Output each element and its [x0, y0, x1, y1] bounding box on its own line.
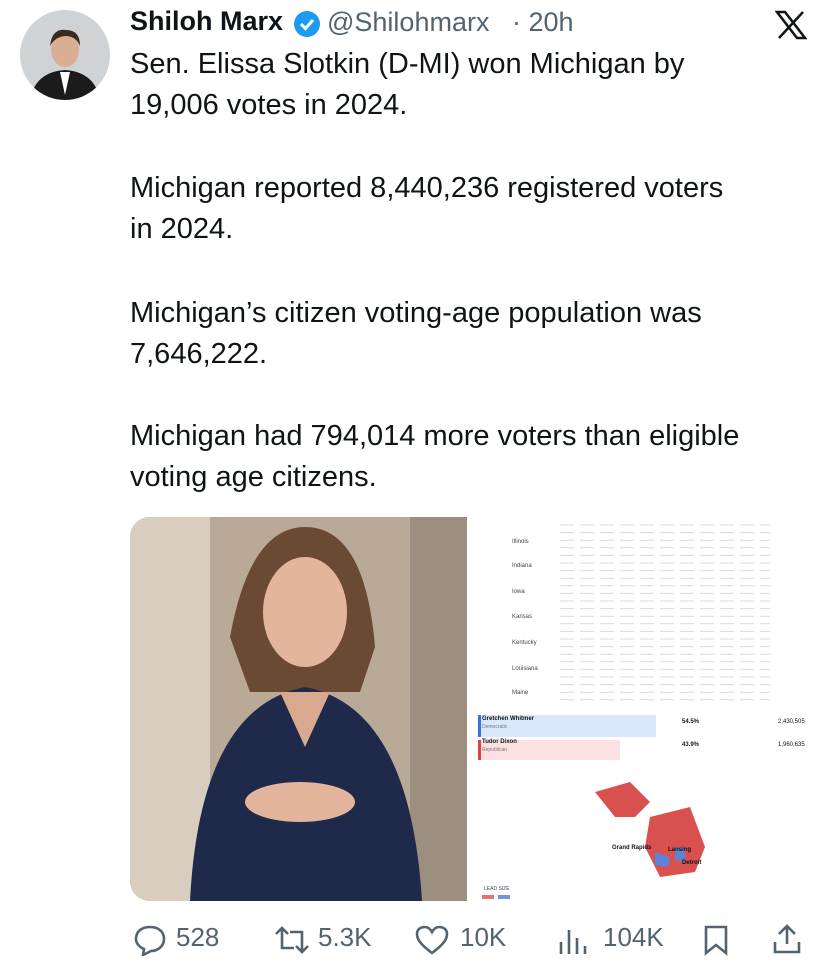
share-icon[interactable]: [771, 922, 803, 956]
state-label: Maine: [512, 690, 529, 696]
repost-count: 5.3K: [318, 922, 372, 952]
state-label: Louisiana: [512, 666, 538, 672]
city-label: Detroit: [682, 860, 702, 866]
candidate-party: Democratic: [482, 724, 508, 730]
repost-icon[interactable]: [272, 924, 312, 956]
text-line: Sen. Elissa Slotkin (D-MI) won Michigan …: [130, 48, 685, 80]
candidate-party: Republican: [482, 747, 508, 753]
views-icon[interactable]: [556, 924, 590, 956]
reply-icon[interactable]: [133, 924, 167, 956]
text-line: voting age citizens.: [130, 461, 377, 493]
text-line: in 2024.: [130, 213, 234, 245]
handle[interactable]: @Shilohmarx: [327, 7, 490, 37]
photo: [130, 517, 467, 901]
timestamp[interactable]: · 20h: [512, 7, 574, 37]
verified-badge: [294, 11, 320, 37]
media[interactable]: [130, 517, 810, 901]
candidate-votes: 1,960,635: [778, 742, 805, 748]
state-label: Indiana: [512, 563, 532, 569]
state-label: Illinois: [512, 539, 529, 545]
candidate-percent: 54.5%: [682, 719, 700, 725]
text-line: 19,006 votes in 2024.: [130, 89, 408, 121]
city-label: Lansing: [668, 847, 692, 853]
text-line: Michigan’s citizen voting-age population…: [130, 297, 702, 329]
text-line: Michigan reported 8,440,236 registered v…: [130, 172, 724, 204]
candidate-name: Tudor Dixon: [482, 739, 517, 745]
avatar[interactable]: [20, 10, 110, 100]
x-logo: [775, 10, 807, 40]
candidate-percent: 43.9%: [682, 742, 700, 748]
state-label: Iowa: [512, 589, 525, 595]
author-name[interactable]: Shiloh Marx: [130, 6, 284, 36]
bookmark-icon[interactable]: [702, 924, 730, 956]
text-line: Michigan had 794,014 more voters than el…: [130, 420, 740, 452]
candidate-name: Gretchen Whitmer: [482, 716, 535, 722]
state-label: Kansas: [512, 614, 533, 620]
view-count: 104K: [603, 922, 664, 952]
candidate-votes: 2,430,505: [778, 719, 805, 725]
state-label: Kentucky: [512, 640, 537, 646]
like-icon[interactable]: [414, 924, 450, 956]
like-count: 10K: [460, 922, 507, 952]
reply-count: 528: [176, 922, 220, 952]
city-label: Grand Rapids: [612, 845, 652, 851]
text-line: 7,646,222.: [130, 338, 268, 370]
map-legend: LEAD SIZE: [484, 886, 510, 892]
